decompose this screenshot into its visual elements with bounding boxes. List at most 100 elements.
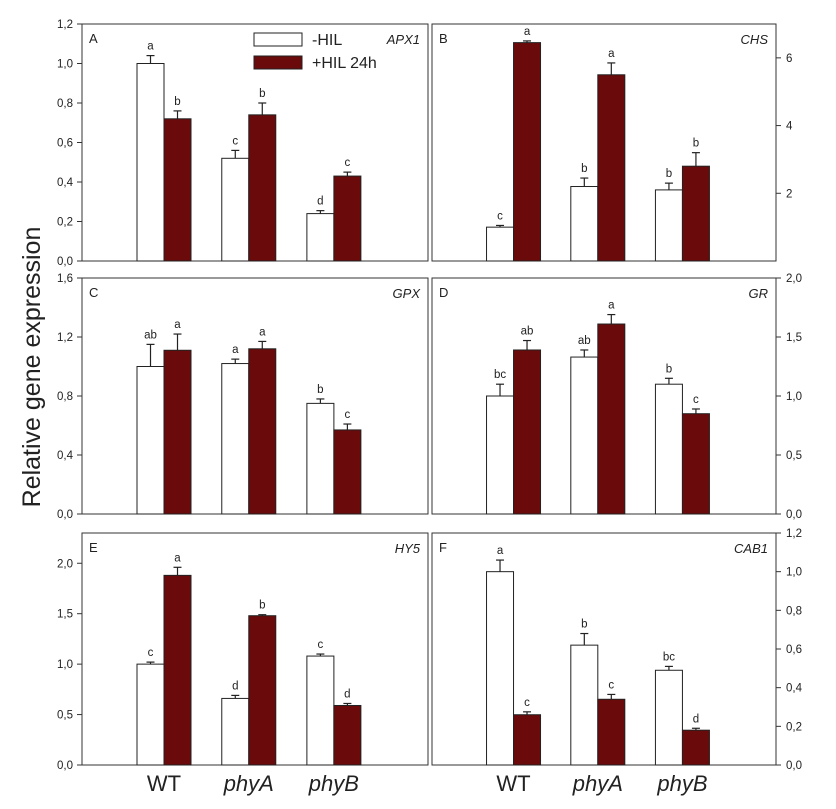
bar-E-phyA-minus <box>221 697 250 766</box>
significance-letter: ab <box>144 329 157 341</box>
significance-letter: a <box>174 319 181 331</box>
bar-F-phyB-minus <box>654 669 683 766</box>
bar-C-WT-minus <box>136 366 165 515</box>
significance-letter: b <box>581 619 587 631</box>
bar-A-phyA-plus <box>248 114 277 262</box>
y-tick-label: 0,4 <box>57 177 74 189</box>
bar-F-WT-plus <box>513 714 542 766</box>
significance-letter: b <box>317 384 323 396</box>
y-tick-label: 1,0 <box>786 391 802 403</box>
panel-F: 0,0 0,2 0,4 0,6 0,8 1,0 1,2 F CAB1 a b bc c c d <box>431 528 803 772</box>
y-tick-label: 0,0 <box>786 509 802 521</box>
y-tick-label: 1,2 <box>786 528 802 540</box>
significance-letter: c <box>524 697 530 709</box>
x-category-label: WT <box>147 771 181 796</box>
bar-B-phyB-minus <box>654 189 683 262</box>
significance-letter: c <box>232 135 238 147</box>
bar-A-phyB-plus <box>333 175 362 262</box>
legend-swatch <box>253 55 303 70</box>
y-tick-label: 0,2 <box>786 721 802 733</box>
panel-D: 0,0 0,5 1,0 1,5 2,0 D GR bc ab b ab a c <box>431 273 802 521</box>
y-tick-label: 1,0 <box>786 567 802 579</box>
y-tick-label: 0,4 <box>786 683 803 695</box>
bar-C-WT-plus <box>163 349 192 515</box>
y-tick-label: 1,5 <box>786 332 802 344</box>
bar-C-phyB-minus <box>306 402 335 515</box>
y-tick-label: 0,6 <box>57 138 73 150</box>
bar-B-phyB-plus <box>681 165 710 262</box>
x-category-label: WT <box>496 771 530 796</box>
bar-D-WT-minus <box>486 395 515 515</box>
significance-letter: b <box>174 96 180 108</box>
significance-letter: d <box>344 688 350 700</box>
y-tick-label: 2 <box>786 188 792 200</box>
significance-letter: d <box>232 680 238 692</box>
panel-letter: A <box>89 31 98 46</box>
gene-name: CAB1 <box>734 541 768 556</box>
y-tick-label: 2,0 <box>786 273 802 285</box>
y-tick-label: 1,2 <box>57 19 73 31</box>
panel-letter: B <box>439 31 448 46</box>
panel-B: 2 4 6 B CHS c b b a a b <box>431 23 793 262</box>
bar-F-phyB-plus <box>681 729 710 766</box>
y-tick-label: 0,0 <box>57 509 73 521</box>
significance-letter: c <box>148 647 154 659</box>
significance-letter: ab <box>521 326 534 338</box>
significance-letter: a <box>608 48 615 60</box>
y-tick-label: 0,0 <box>57 760 73 772</box>
y-tick-label: 1,0 <box>57 59 73 71</box>
significance-letter: bc <box>663 651 675 663</box>
bar-D-phyB-minus <box>654 383 683 515</box>
significance-letter: bc <box>494 369 506 381</box>
significance-letter: a <box>174 552 181 564</box>
bar-C-phyB-plus <box>333 429 362 515</box>
y-tick-label: 0,5 <box>786 450 802 462</box>
bar-A-WT-plus <box>163 118 192 262</box>
significance-letter: b <box>259 600 265 612</box>
significance-letter: a <box>608 300 615 312</box>
bar-E-phyA-plus <box>248 615 277 766</box>
significance-letter: a <box>232 344 239 356</box>
gene-name: APX1 <box>386 32 420 47</box>
bar-B-phyA-plus <box>597 74 626 262</box>
bar-F-WT-minus <box>486 571 515 766</box>
x-category-label: phyB <box>656 771 707 796</box>
bar-A-phyA-minus <box>221 157 250 262</box>
x-category-label: phyB <box>308 771 359 796</box>
y-tick-label: 1,2 <box>57 332 73 344</box>
y-tick-label: 0,6 <box>786 644 802 656</box>
bar-E-phyB-plus <box>333 704 362 766</box>
bar-F-phyA-minus <box>570 644 599 766</box>
significance-letter: b <box>693 138 699 150</box>
y-tick-label: 6 <box>786 53 792 65</box>
bar-A-WT-minus <box>136 63 165 262</box>
significance-letter: b <box>259 88 265 100</box>
significance-letter: c <box>318 639 324 651</box>
bar-B-WT-minus <box>486 226 515 262</box>
bar-D-phyB-plus <box>681 413 710 515</box>
significance-letter: b <box>581 163 587 175</box>
significance-letter: c <box>345 409 351 421</box>
y-tick-label: 2,0 <box>57 558 73 570</box>
y-tick-label: 0,0 <box>786 760 802 772</box>
significance-letter: d <box>317 196 323 208</box>
panel-letter: C <box>89 285 98 300</box>
panel-letter: E <box>89 540 98 555</box>
y-tick-label: 4 <box>786 121 793 133</box>
bar-A-phyB-minus <box>306 213 335 262</box>
bar-B-WT-plus <box>513 42 542 262</box>
gene-name: HY5 <box>395 541 421 556</box>
panel-A: 0,0 0,2 0,4 0,6 0,8 1,0 1,2 A APX1 a c d b b c <box>57 19 429 268</box>
significance-letter: b <box>666 363 672 375</box>
legend-label: +HIL 24h <box>312 55 377 72</box>
significance-letter: a <box>497 545 504 557</box>
gene-name: GR <box>749 286 769 301</box>
legend-swatch <box>253 32 303 47</box>
y-tick-label: 0,0 <box>57 256 73 268</box>
bar-D-WT-plus <box>513 349 542 515</box>
y-axis-title: Relative gene expression <box>18 227 46 508</box>
significance-letter: a <box>259 326 266 338</box>
